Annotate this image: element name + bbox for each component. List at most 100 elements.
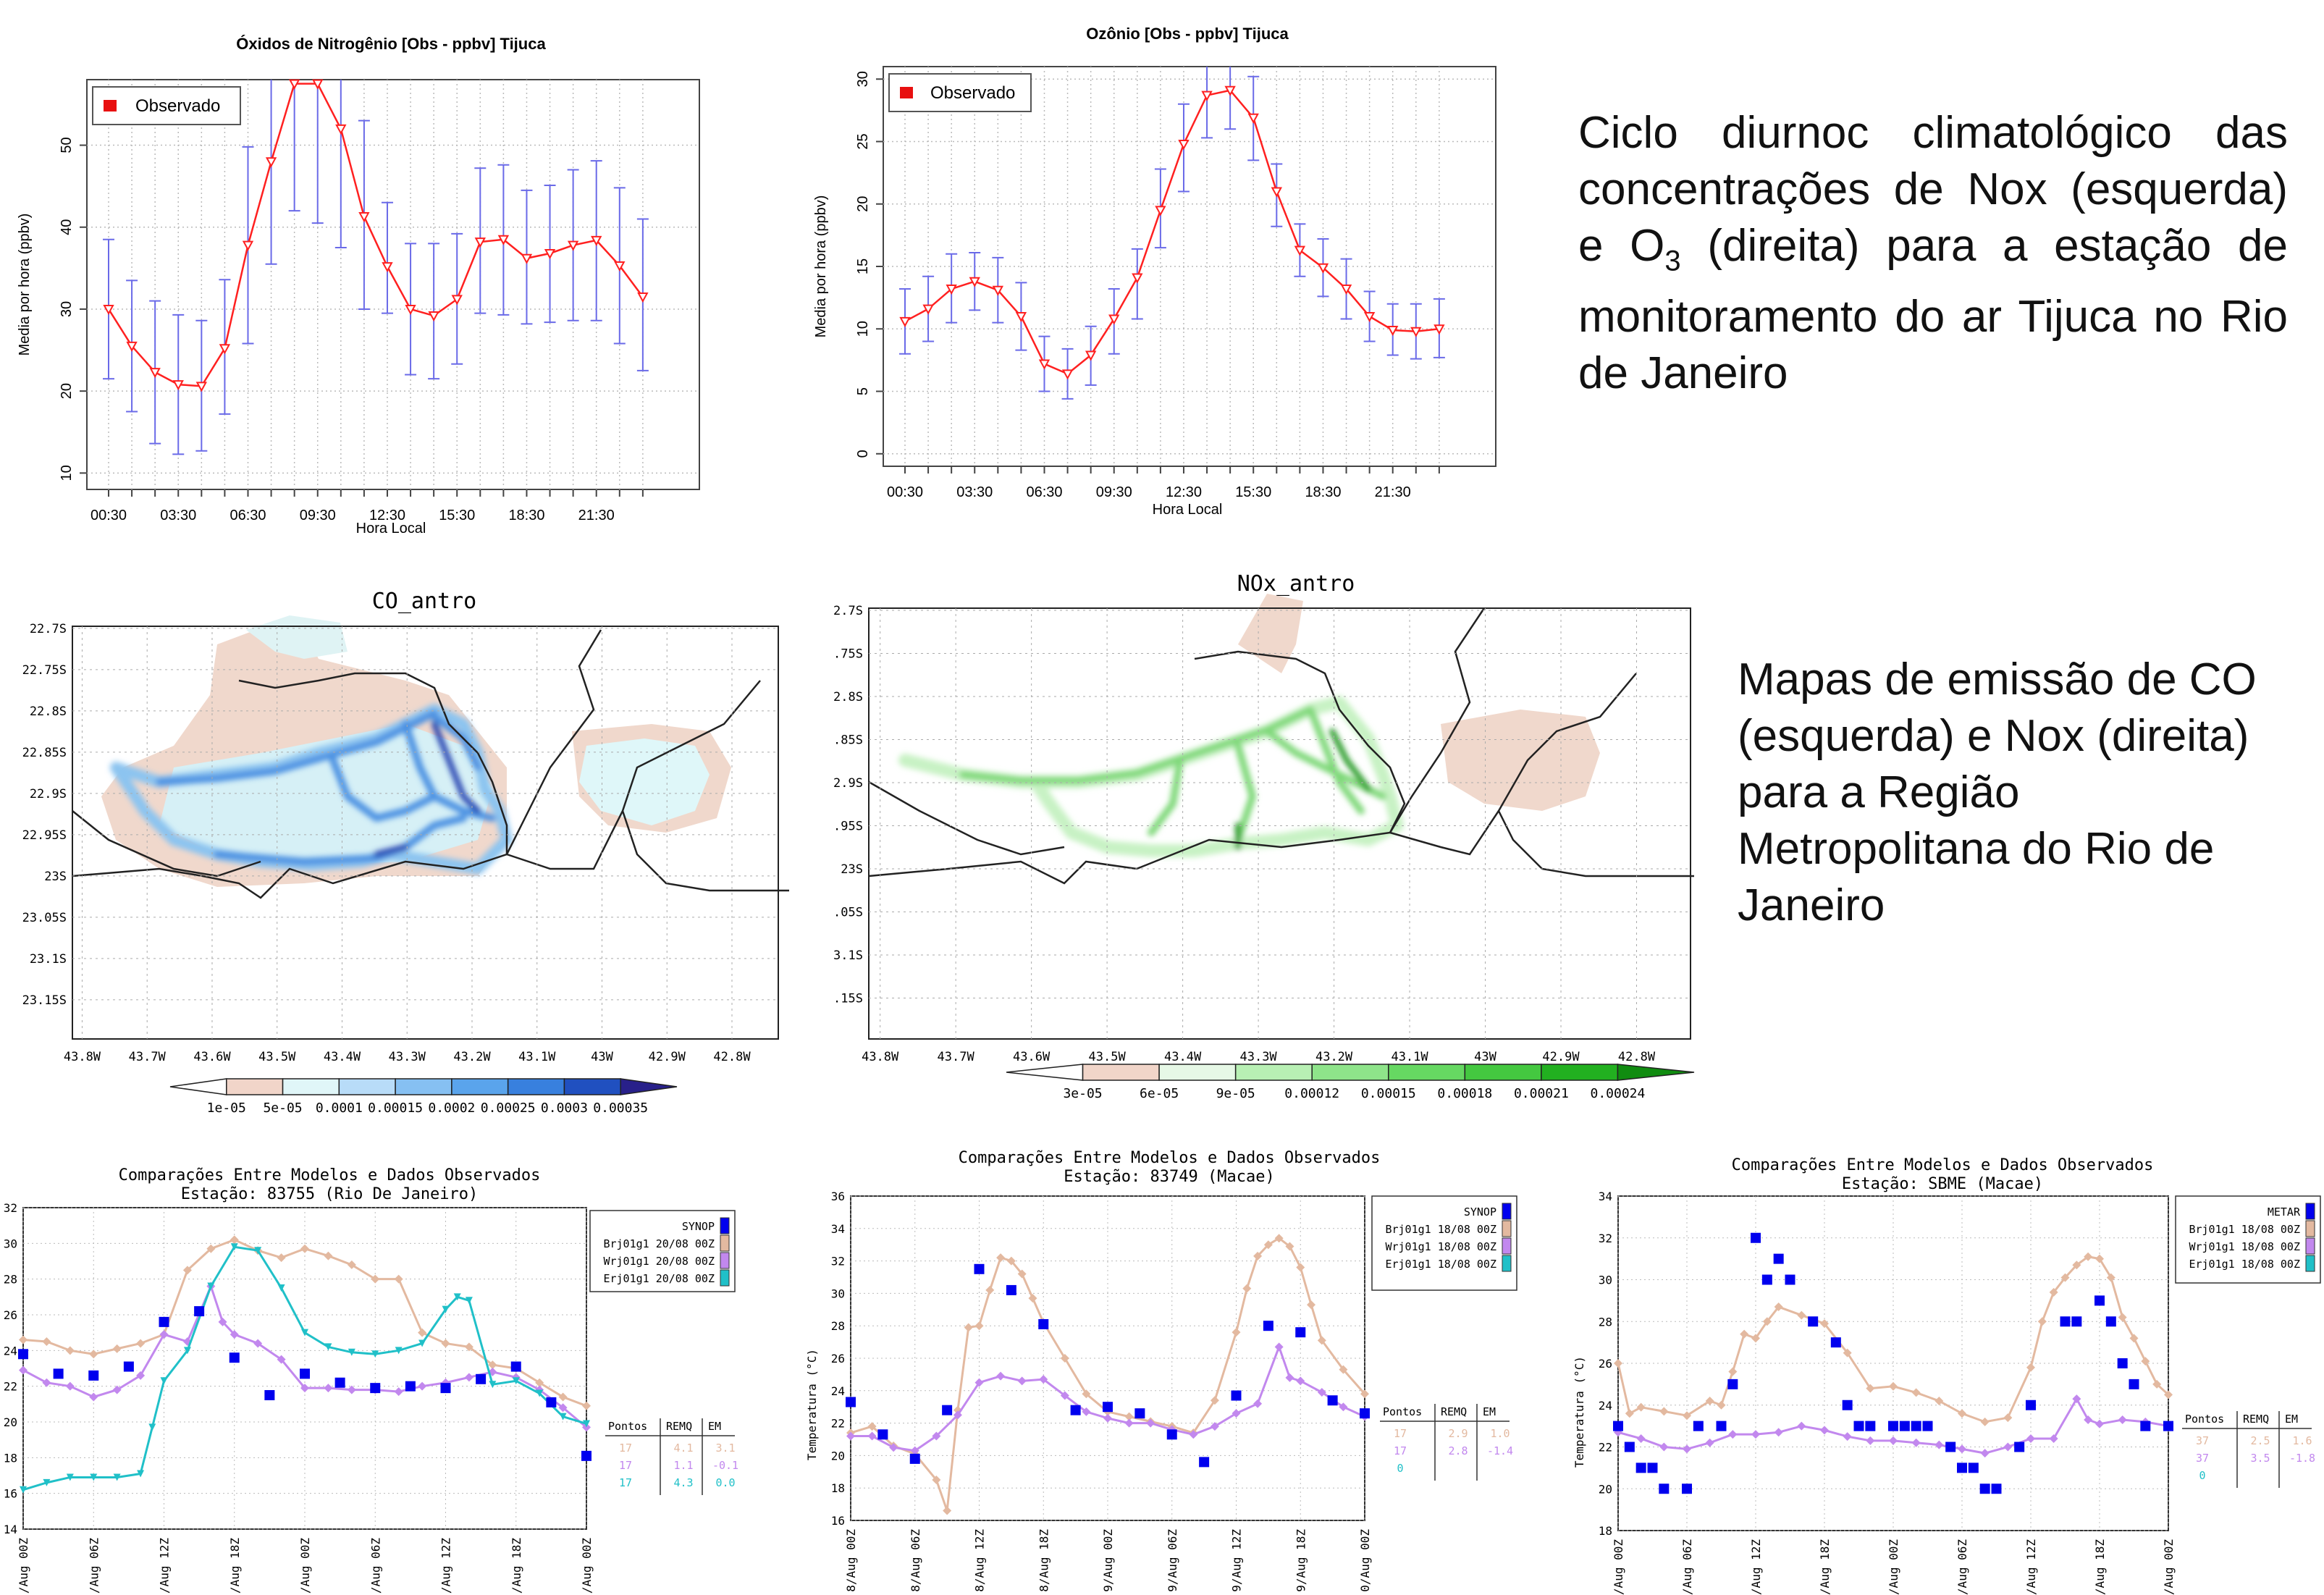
- y-tick-label: 28: [4, 1273, 17, 1287]
- observed-point: [1659, 1484, 1670, 1494]
- y-tick-label: 18: [831, 1481, 845, 1495]
- colorbar-segment: [282, 1078, 340, 1095]
- x-tick-label: 03:30: [160, 508, 196, 523]
- chart-subtitle: Estação: 83749 (Macae): [1064, 1168, 1274, 1186]
- observed-point: [1785, 1274, 1795, 1285]
- legend-box: [92, 86, 241, 125]
- brj-point: [1253, 1251, 1263, 1261]
- brj-point: [1028, 1294, 1037, 1303]
- coastline-east: [505, 629, 789, 892]
- longitude-label: 43.7W: [938, 1050, 975, 1064]
- observed-point: [2094, 1295, 2105, 1306]
- legend-swatch: [104, 100, 117, 111]
- erj-point: [583, 1420, 590, 1428]
- longitude-label: 42.8W: [1618, 1050, 1656, 1064]
- stats-header: EM: [2285, 1413, 2298, 1426]
- wrj-point: [1082, 1407, 1091, 1416]
- stats-cell: 4.3: [673, 1476, 693, 1489]
- stats-header: REMQ: [666, 1420, 692, 1433]
- observed-point: [1340, 285, 1352, 295]
- observed-point: [581, 1450, 591, 1461]
- x-axis: /Aug 00Z/Aug 06Z/Aug 12Z/Aug 18Z/Aug 00Z…: [17, 1538, 594, 1594]
- wrj-point: [996, 1371, 1006, 1381]
- observed-point: [1991, 1484, 2002, 1494]
- wrj-point: [441, 1378, 450, 1387]
- legend-label: Brj01g1 18/08 00Z: [2189, 1223, 2300, 1236]
- latitude-label: 23.15S: [833, 991, 863, 1006]
- observed-point: [1716, 1421, 1727, 1431]
- observed-point: [2071, 1316, 2082, 1327]
- brj-point: [230, 1235, 239, 1245]
- emission-area-lowest-east: [579, 738, 710, 825]
- observed-point: [2060, 1316, 2071, 1327]
- y-tick-label: 30: [4, 1237, 17, 1250]
- x-tick-label: /Aug 00Z: [298, 1538, 312, 1594]
- brj-point: [1339, 1365, 1348, 1374]
- latitude-label: 22.9S: [833, 776, 863, 791]
- stats-cell: 0: [2199, 1469, 2205, 1482]
- wrj-point: [418, 1381, 427, 1391]
- y-tick-label: 22: [1599, 1441, 1612, 1455]
- observed-point: [1038, 1318, 1049, 1329]
- observed-point: [194, 1306, 205, 1317]
- stats-cell: 4.1: [673, 1442, 693, 1455]
- x-tick-label: /Aug 12Z: [439, 1538, 453, 1594]
- longitude-label: 43.5W: [1089, 1050, 1127, 1064]
- y-tick-label: 25: [855, 133, 871, 149]
- observed-point: [1808, 1316, 1819, 1327]
- legend-label: Wrj01g1 20/08 00Z: [603, 1255, 715, 1268]
- erj-point: [348, 1348, 355, 1356]
- wrj-point: [464, 1373, 473, 1382]
- observed-point: [1853, 1421, 1864, 1431]
- emission-roads: [898, 696, 1404, 857]
- brj-point: [1934, 1396, 1944, 1405]
- error-bars: [899, 67, 1445, 400]
- colorbar-label: 0.0003: [541, 1100, 588, 1116]
- emission-road-main: [959, 706, 1386, 843]
- stats-cell: -1.8: [2289, 1452, 2315, 1465]
- longitude-label: 43.4W: [1164, 1050, 1202, 1064]
- coastline: [868, 607, 1694, 885]
- emission-area-low-east: [1441, 710, 1600, 811]
- observed-point: [440, 1383, 451, 1394]
- observed-point: [637, 292, 649, 303]
- y-tick-label: 16: [831, 1514, 845, 1528]
- observed-point: [1945, 1442, 1956, 1452]
- x-tick-label: /Aug 18Z: [510, 1538, 523, 1594]
- wrj-line: [851, 1343, 1365, 1452]
- wrj-point: [1146, 1418, 1155, 1428]
- wrj-point: [1659, 1442, 1669, 1452]
- brj-point: [1360, 1389, 1369, 1399]
- brj-point: [1889, 1381, 1898, 1391]
- brj-point: [1625, 1409, 1634, 1418]
- wrj-point: [159, 1330, 169, 1339]
- y-tick-label: 28: [1599, 1315, 1612, 1329]
- wrj-point: [1934, 1440, 1944, 1449]
- brj-point: [1705, 1396, 1714, 1405]
- observed-point: [1865, 1421, 1876, 1431]
- brj-point: [65, 1346, 75, 1355]
- wrj-point: [1285, 1373, 1294, 1382]
- longitude-label: 43.1W: [1391, 1050, 1428, 1064]
- x-tick-label: 8/Aug 00Z: [844, 1529, 858, 1592]
- brj-point: [2152, 1379, 2162, 1389]
- colorbar-label: 0.00035: [593, 1100, 648, 1116]
- observed-point: [405, 1381, 416, 1392]
- x-tick-label: 00:30: [887, 484, 923, 500]
- brj-point: [985, 1285, 995, 1295]
- chart-title: Comparações Entre Modelos e Dados Observ…: [1732, 1156, 2154, 1174]
- x-tick-label: 18:30: [508, 508, 544, 523]
- legend-label: Erj01g1 18/08 00Z: [1385, 1258, 1496, 1271]
- observed-point: [1199, 1457, 1210, 1468]
- longitude-label: 43.8W: [64, 1050, 101, 1064]
- wrj-point: [889, 1443, 898, 1452]
- colorbar-segment: [1388, 1064, 1466, 1081]
- x-tick-label: /Aug 00Z: [17, 1538, 30, 1594]
- observed-point: [1166, 1429, 1177, 1440]
- erj-point: [254, 1247, 262, 1255]
- brj-point: [2003, 1413, 2013, 1423]
- y-axis: 0 5 10 15 20 25 30: [855, 71, 883, 458]
- caption-text-part-2: (direita) para a estação de monitorament…: [1578, 221, 2288, 399]
- observed-point: [1693, 1421, 1704, 1431]
- brj-point: [324, 1251, 333, 1261]
